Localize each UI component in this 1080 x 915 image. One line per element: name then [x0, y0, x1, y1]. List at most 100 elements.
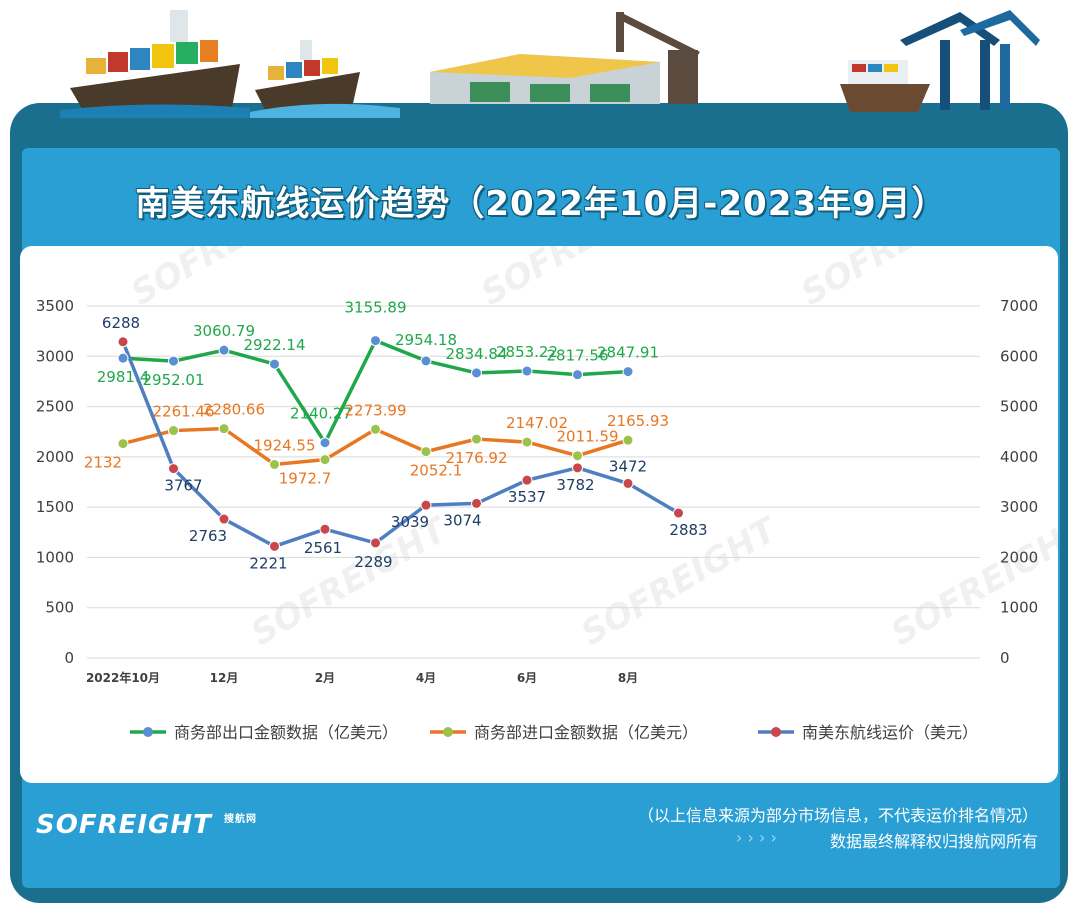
data-label: 2853.22 — [496, 343, 558, 361]
data-label: 2763 — [189, 527, 227, 545]
data-label: 3074 — [443, 511, 481, 529]
data-point — [218, 344, 230, 356]
watermark-text: SOFREIGHT — [885, 509, 1059, 654]
data-point — [168, 463, 179, 475]
data-point — [420, 355, 432, 367]
data-point — [319, 454, 331, 466]
y-left-tick-label: 500 — [45, 599, 74, 617]
legend-label: 南美东航线运价（美元） — [802, 723, 978, 742]
line-chart: SOFREIGHTSOFREIGHTSOFREIGHTSOFREIGHTSOFR… — [36, 246, 1059, 742]
x-tick-label: 2月 — [315, 671, 335, 685]
crane-icon — [616, 12, 700, 104]
data-point — [622, 366, 634, 378]
data-point — [521, 436, 533, 448]
data-label: 3782 — [556, 476, 594, 494]
data-point — [521, 474, 533, 486]
container-ship-icon — [840, 60, 930, 112]
data-point — [622, 434, 634, 446]
legend-marker — [143, 727, 153, 737]
data-label: 2140.27 — [290, 405, 352, 423]
logo-sub: 搜航网 — [223, 814, 257, 825]
data-point — [117, 336, 129, 348]
y-right-tick-label: 6000 — [1000, 347, 1038, 365]
x-tick-label: 12月 — [210, 671, 239, 685]
data-point — [370, 537, 381, 549]
gantry-crane-icon — [900, 10, 1040, 110]
source-note: （以上信息来源为部分市场信息，不代表运价排名情况） — [637, 806, 1038, 825]
y-right-tick-label: 1000 — [1000, 599, 1038, 617]
data-label: 3060.79 — [193, 322, 255, 340]
data-label: 6288 — [102, 314, 140, 332]
chart-panel: SOFREIGHTSOFREIGHTSOFREIGHTSOFREIGHTSOFR… — [20, 246, 1058, 783]
x-tick-label: 2022年10月 — [86, 670, 160, 685]
port-banner-illustration — [60, 10, 1040, 118]
series-line-2 — [121, 341, 680, 549]
logo-text: SOFREIGHT — [36, 810, 212, 840]
y-right-tick-label: 3000 — [1000, 498, 1038, 516]
data-label: 2883 — [669, 521, 707, 539]
data-label: 2280.66 — [203, 401, 265, 419]
data-label: 3537 — [508, 488, 546, 506]
data-label: 2176.92 — [445, 449, 507, 467]
data-label: 3155.89 — [344, 299, 406, 317]
data-point — [218, 423, 230, 435]
data-label: 2261.46 — [152, 403, 214, 421]
data-point — [471, 497, 482, 509]
y-right-tick-label: 7000 — [1000, 297, 1038, 315]
legend-label: 商务部进口金额数据（亿美元） — [474, 723, 698, 742]
data-point — [572, 462, 583, 474]
data-label: 2289 — [354, 553, 392, 571]
data-point — [420, 446, 432, 458]
y-left-tick-label: 2500 — [36, 398, 74, 416]
cargo-ship-icon — [60, 10, 250, 118]
data-label: 1924.55 — [253, 436, 315, 454]
warehouse-icon — [430, 54, 660, 104]
arrows-decoration: › › › › — [736, 828, 777, 847]
data-point — [168, 355, 179, 367]
watermark-text: SOFREIGHT — [795, 246, 1006, 314]
legend-label: 商务部出口金额数据（亿美元） — [174, 723, 398, 742]
y-right-tick-label: 4000 — [1000, 448, 1038, 466]
data-label: 2147.02 — [506, 414, 568, 432]
footer-logo: SOFREIGHT 搜航网 — [36, 810, 257, 840]
data-label: 2954.18 — [395, 331, 457, 349]
copyright-note: 数据最终解释权归搜航网所有 — [829, 832, 1038, 851]
data-point — [370, 423, 381, 435]
data-point — [673, 507, 684, 519]
data-point — [521, 365, 533, 377]
data-label: 2817.56 — [546, 347, 608, 365]
data-point — [572, 450, 583, 462]
data-label: 2981.4 — [97, 368, 150, 386]
y-right-tick-label: 5000 — [1000, 398, 1038, 416]
y-left-tick-label: 1500 — [36, 498, 74, 516]
data-point — [319, 437, 331, 449]
watermark-text: SOFREIGHT — [125, 246, 336, 314]
data-point — [269, 540, 280, 552]
x-tick-label: 4月 — [416, 671, 436, 685]
data-point — [269, 358, 280, 370]
y-left-tick-label: 1000 — [36, 548, 74, 566]
data-point — [168, 425, 179, 437]
data-label: 2011.59 — [556, 428, 618, 446]
data-label: 2561 — [304, 539, 342, 557]
legend-marker — [771, 727, 781, 737]
legend-marker — [443, 727, 453, 737]
data-point — [218, 513, 230, 525]
data-label: 2847.91 — [597, 344, 659, 362]
data-label: 2273.99 — [344, 401, 406, 419]
data-label: 2922.14 — [243, 336, 305, 354]
data-label: 2221 — [249, 554, 287, 572]
y-right-tick-label: 0 — [1000, 649, 1010, 667]
y-left-tick-label: 3500 — [36, 297, 74, 315]
cargo-ship-small-icon — [250, 40, 400, 118]
page-title: 南美东航线运价趋势（2022年10月-2023年9月） — [135, 183, 947, 224]
data-label: 2834.84 — [445, 345, 507, 363]
y-left-tick-label: 2000 — [36, 448, 74, 466]
x-tick-label: 6月 — [517, 671, 537, 685]
data-point — [370, 335, 381, 347]
data-point — [117, 438, 129, 450]
data-point — [471, 433, 482, 445]
data-point — [622, 477, 634, 489]
data-label: 2952.01 — [142, 371, 204, 389]
y-left-tick-label: 3000 — [36, 347, 74, 365]
